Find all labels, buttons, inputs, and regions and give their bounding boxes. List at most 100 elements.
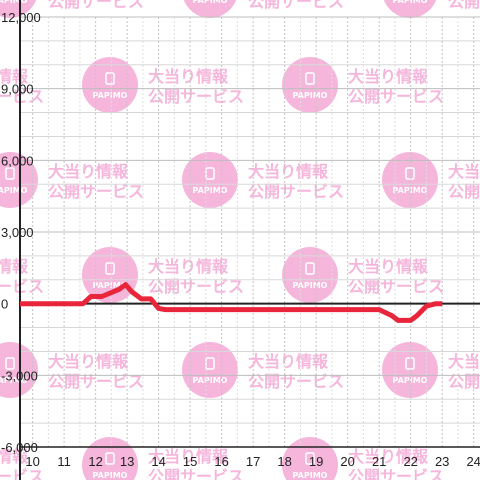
watermark-logo-text: PAPIMO bbox=[193, 376, 228, 385]
watermark-line2: 公開サービス bbox=[448, 0, 480, 11]
y-tick-label: 0 bbox=[1, 297, 8, 312]
watermark-logo-text: PAPIMO bbox=[393, 186, 428, 195]
x-tick-label: 18 bbox=[277, 454, 291, 469]
watermark-logo-text: PAPIMO bbox=[93, 471, 128, 480]
watermark-logo-circle bbox=[282, 57, 338, 113]
watermark-line1: 大当り情報 bbox=[148, 447, 229, 466]
watermark-line1: 大当り情報 bbox=[0, 67, 29, 86]
phone-icon bbox=[5, 357, 15, 370]
watermark-line2: 公開サービス bbox=[348, 467, 444, 480]
watermark-line1: 大当り情報 bbox=[248, 162, 329, 181]
watermark-logo-text: PAPIMO bbox=[93, 91, 128, 100]
series-layer bbox=[20, 282, 443, 323]
watermark-line1: 大当り情報 bbox=[448, 162, 480, 181]
watermark-line1: 大当り情報 bbox=[0, 257, 29, 276]
watermark-logo-text: PAPIMO bbox=[0, 0, 28, 5]
watermark-logo-circle bbox=[382, 152, 438, 208]
watermark-logo-circle bbox=[382, 342, 438, 398]
watermark-logo-circle bbox=[183, 0, 237, 18]
watermark-line2: 公開サービス bbox=[248, 0, 344, 11]
watermark-logo-circle bbox=[182, 342, 238, 398]
phone-icon bbox=[305, 452, 315, 465]
watermark-line2: 公開サービス bbox=[148, 467, 244, 480]
watermark-line2: 公開サービス bbox=[448, 182, 480, 201]
watermark-line2: 公開サービス bbox=[48, 0, 144, 11]
watermark-logo-circle bbox=[0, 0, 37, 18]
watermark-logo-circle bbox=[282, 437, 338, 480]
watermark-line2: 公開サービス bbox=[48, 182, 144, 201]
watermark-line1: 大当り情報 bbox=[448, 352, 480, 371]
watermark-logo-text: PAPIMO bbox=[93, 281, 128, 290]
x-tick-label: 10 bbox=[25, 454, 39, 469]
phone-icon bbox=[405, 167, 415, 180]
watermark-logo-text: PAPIMO bbox=[293, 91, 328, 100]
x-tick-label: 23 bbox=[435, 454, 449, 469]
x-tick-label: 20 bbox=[340, 454, 354, 469]
phone-icon bbox=[205, 357, 215, 370]
watermark-logo-text: PAPIMO bbox=[0, 186, 28, 195]
x-tick-label: 14 bbox=[151, 454, 165, 469]
watermark-logo-text: PAPIMO bbox=[0, 376, 28, 385]
phone-icon bbox=[405, 357, 415, 370]
watermark-logo-circle bbox=[383, 0, 437, 18]
y-tick-label: -6,000 bbox=[1, 440, 38, 455]
x-tick-label: 13 bbox=[120, 454, 134, 469]
x-tick-label: 24 bbox=[466, 454, 480, 469]
phone-icon bbox=[105, 72, 115, 85]
watermark-line2: 公開サービス bbox=[148, 277, 244, 296]
watermark-logo-text: PAPIMO bbox=[393, 0, 428, 5]
watermark-line1: 大当り情報 bbox=[48, 162, 129, 181]
x-tick-label: 17 bbox=[246, 454, 260, 469]
y-tick-label: 3,000 bbox=[1, 225, 34, 240]
grid bbox=[20, 16, 480, 448]
watermark-logo-circle bbox=[0, 152, 38, 208]
watermark-logo-circle bbox=[282, 247, 338, 303]
watermark-line1: 大当り情報 bbox=[148, 67, 229, 86]
watermark-line1: 大当り情報 bbox=[348, 67, 429, 86]
watermark-line2: 公開サービス bbox=[0, 467, 44, 480]
watermark-logo-text: PAPIMO bbox=[293, 281, 328, 290]
y-tick-label: 12,000 bbox=[1, 10, 41, 25]
x-tick-label: 21 bbox=[372, 454, 386, 469]
watermark-line2: 公開サービス bbox=[448, 372, 480, 391]
watermark-logo-text: PAPIMO bbox=[393, 376, 428, 385]
watermark-logo-text: PAPIMO bbox=[193, 186, 228, 195]
x-tick-label: 16 bbox=[214, 454, 228, 469]
x-tick-label: 12 bbox=[88, 454, 102, 469]
phone-icon bbox=[105, 262, 115, 275]
phone-icon bbox=[305, 262, 315, 275]
watermark-line1: 大当り情報 bbox=[348, 447, 429, 466]
watermark-logo-circle bbox=[82, 57, 138, 113]
watermark-logo-circle bbox=[82, 437, 138, 480]
phone-icon bbox=[105, 452, 115, 465]
watermark-line2: 公開サービス bbox=[348, 87, 444, 106]
y-tick-label: 9,000 bbox=[1, 82, 34, 97]
y-tick-label: -3,000 bbox=[1, 368, 38, 383]
watermark-line1: 大当り情報 bbox=[248, 352, 329, 371]
watermark-line1: 大当り情報 bbox=[148, 257, 229, 276]
watermark-line1: 大当り情報 bbox=[0, 447, 29, 466]
watermark-logo-circle bbox=[0, 342, 38, 398]
watermark-logo-text: PAPIMO bbox=[193, 0, 228, 5]
watermark-line2: 公開サービス bbox=[348, 277, 444, 296]
watermark-line2: 公開サービス bbox=[248, 372, 344, 391]
watermark-logo-circle bbox=[182, 152, 238, 208]
watermark-line1: 大当り情報 bbox=[48, 352, 129, 371]
watermark-logo-text: PAPIMO bbox=[293, 471, 328, 480]
y-tick-label: 6,000 bbox=[1, 153, 34, 168]
